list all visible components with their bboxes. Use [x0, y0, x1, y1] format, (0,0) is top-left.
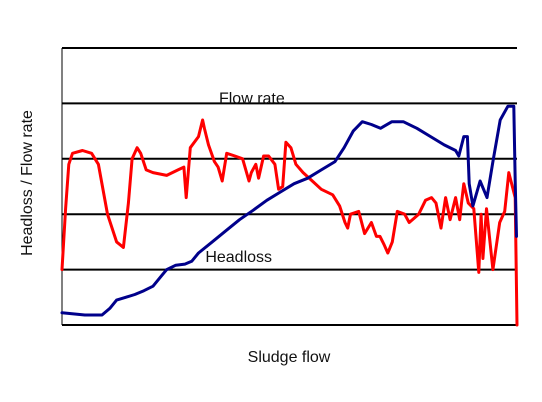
- annotation-headloss: Headloss: [205, 249, 272, 266]
- y-axis-label: Headloss / Flow rate: [19, 110, 36, 256]
- series-line-flow-rate: [60, 118, 519, 327]
- annotation-flow-rate: Flow rate: [219, 90, 285, 107]
- series-group: [60, 104, 519, 327]
- x-axis-label: Sludge flow: [248, 349, 331, 366]
- annotations: Flow rate Headloss: [205, 90, 285, 265]
- grid: [61, 47, 517, 326]
- series-line-headloss: [60, 104, 518, 317]
